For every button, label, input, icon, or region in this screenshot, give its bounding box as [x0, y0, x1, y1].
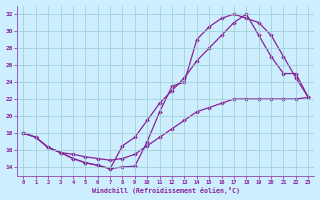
X-axis label: Windchill (Refroidissement éolien,°C): Windchill (Refroidissement éolien,°C) — [92, 187, 240, 194]
